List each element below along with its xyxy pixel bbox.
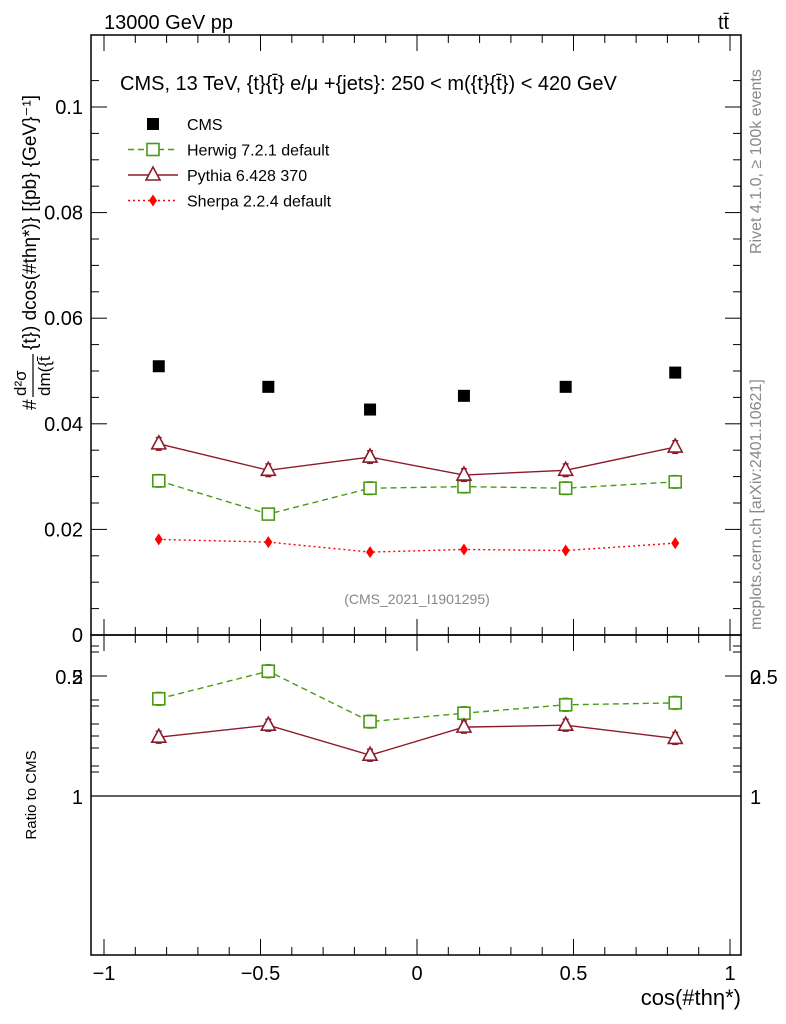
ratio-data-point xyxy=(259,715,277,732)
main-title: CMS, 13 TeV, {t}{t̄} e/μ +{jets}: 250 < … xyxy=(120,73,618,95)
data-point xyxy=(151,474,166,488)
legend-label: Sherpa 2.2.4 default xyxy=(187,194,332,211)
ratio-y-tick-label-right: 0.5 xyxy=(750,667,778,689)
y-label-tail: {t}) dcos(#thη*)} [{pb} {GeV}⁻¹] xyxy=(20,95,41,350)
ratio-data-point xyxy=(668,696,683,710)
main-y-tick-label: 0.08 xyxy=(44,203,83,225)
legend-marker xyxy=(149,194,157,207)
main-y-tick-label: 0.02 xyxy=(44,519,83,541)
ratio-data-point xyxy=(261,664,276,679)
data-point xyxy=(457,389,470,402)
main-series xyxy=(150,360,684,559)
data-point xyxy=(261,507,276,521)
energy-label: 13000 GeV pp xyxy=(104,12,233,34)
data-point xyxy=(361,447,379,463)
ratio-data-point xyxy=(558,697,573,712)
ratio-data-point xyxy=(557,715,575,732)
data-point xyxy=(259,460,277,477)
data-point xyxy=(154,533,163,546)
ratio-y-tick-label-left: 1 xyxy=(72,787,83,809)
ratio-y-label: Ratio to CMS xyxy=(23,750,40,839)
ratio-series xyxy=(150,664,684,762)
ratio-series-line xyxy=(158,670,676,723)
data-point xyxy=(262,380,275,393)
ratio-series-line xyxy=(158,724,676,756)
data-point xyxy=(366,546,375,559)
main-y-tick-label: 0.1 xyxy=(55,97,83,119)
data-point xyxy=(150,434,168,450)
legend-marker xyxy=(147,118,159,130)
ratio-y-tick-label-left: 0.5 xyxy=(55,667,83,689)
data-point xyxy=(264,536,273,549)
legend-marker xyxy=(144,165,162,181)
main-panel: 0 0.02 0.04 0.06 0.08 0.1 CMS, 13 TeV, {t}{t̄… xyxy=(44,34,742,647)
main-y-tick-label: 0.06 xyxy=(44,308,83,330)
x-tick-label: 0.5 xyxy=(560,963,588,985)
ratio-y-tick-label-left: 2 xyxy=(72,667,83,689)
x-tick-label: −1 xyxy=(93,963,116,985)
ratio-x-axis: −1 −0.5 0 0.5 1 xyxy=(93,635,736,985)
ratio-frame xyxy=(90,634,742,956)
ratio-data-point xyxy=(363,714,377,729)
y-label-hash: # xyxy=(20,399,41,410)
data-point xyxy=(363,481,377,496)
x-tick-label: 1 xyxy=(724,963,735,985)
series-line xyxy=(158,538,676,553)
x-axis-label: cos(#thη*) xyxy=(641,985,741,1010)
data-point xyxy=(558,481,573,496)
data-point xyxy=(561,544,570,557)
ratio-y-axis: 0.5 0.5 1 1 2 2 xyxy=(55,645,778,809)
ratio-panel: 0.5 0.5 1 1 2 2 −1 −0.5 0 0.5 1 xyxy=(55,634,778,985)
analysis-id: (CMS_2021_I1901295) xyxy=(344,591,490,607)
data-point xyxy=(668,475,683,489)
ratio-data-point xyxy=(151,691,166,706)
x-tick-label: 0 xyxy=(411,963,422,985)
series-line xyxy=(158,480,676,515)
data-point xyxy=(559,380,572,393)
x-tick-label: −0.5 xyxy=(241,963,280,985)
data-point xyxy=(669,366,682,379)
rivet-label: Rivet 4.1.0, ≥ 100k events xyxy=(748,69,765,254)
main-x-ticks xyxy=(103,35,731,635)
data-point xyxy=(671,537,680,550)
main-y-tick-label: 0 xyxy=(72,625,83,647)
ratio-data-point xyxy=(455,717,473,733)
ratio-y-tick-label-right: 2 xyxy=(750,667,761,689)
data-point xyxy=(666,437,684,453)
data-point xyxy=(364,403,377,416)
data-point xyxy=(557,460,575,477)
legend-label: Herwig 7.2.1 default xyxy=(187,143,330,160)
legend-marker xyxy=(146,142,160,157)
legend-label: Pythia 6.428 370 xyxy=(187,168,307,185)
y-label-denominator: dm({t̄ xyxy=(35,356,54,396)
data-point xyxy=(459,543,468,556)
ratio-data-point xyxy=(666,728,684,745)
data-point xyxy=(455,465,473,481)
series-line xyxy=(158,443,676,476)
data-point xyxy=(457,479,471,494)
legend-label: CMS xyxy=(187,117,223,134)
y-label-numerator: d²σ xyxy=(11,370,30,396)
main-y-axis: 0 0.02 0.04 0.06 0.08 0.1 xyxy=(44,80,741,647)
ratio-data-point xyxy=(457,706,471,721)
ratio-data-point xyxy=(361,745,379,762)
main-y-label: # d²σ dm({t̄ {t}) dcos(#thη*)} [{pb} {Ge… xyxy=(11,95,54,410)
ratio-data-point xyxy=(150,727,168,744)
process-label: tt̄ xyxy=(718,12,730,34)
legend: CMS Herwig 7.2.1 default Pythia 6.428 370 S… xyxy=(128,117,332,211)
ratio-y-tick-label-right: 1 xyxy=(750,787,761,809)
mcplots-label: mcplots.cern.ch [arXiv:2401.10621] xyxy=(748,379,765,630)
main-y-tick-label: 0.04 xyxy=(44,414,83,436)
data-point xyxy=(152,360,165,373)
